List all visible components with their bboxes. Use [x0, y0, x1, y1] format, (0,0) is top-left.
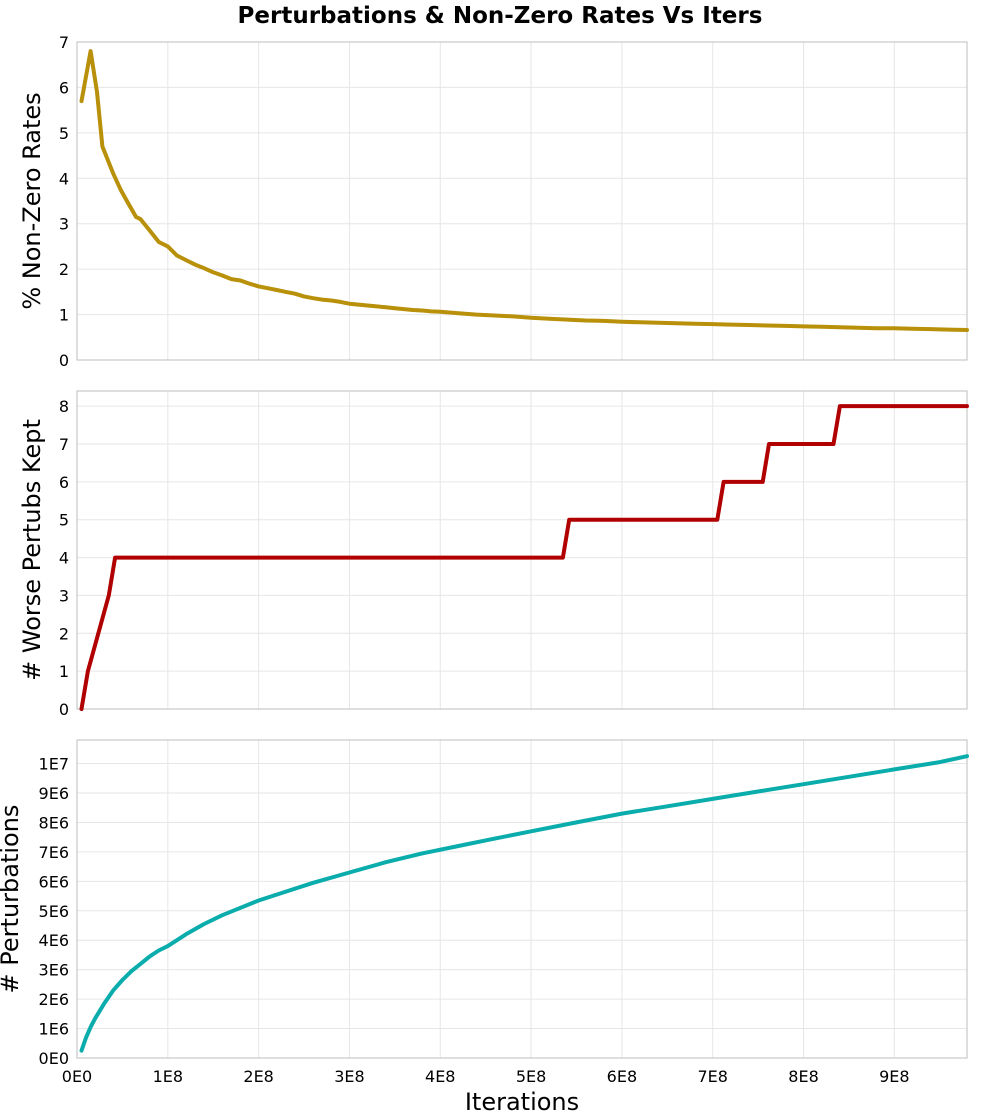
y-tick-label: 6	[59, 78, 69, 97]
y-axis-title: % Non-Zero Rates	[18, 92, 46, 309]
x-tick-label: 2E8	[243, 1067, 273, 1086]
plot-frame	[76, 739, 968, 1059]
y-tick-label: 0	[59, 351, 69, 370]
panel-1: 0 1 2 3 4 5 6 7 % Non-Zero Rates	[18, 33, 969, 370]
y-tick-label: 5	[59, 124, 69, 143]
y-axis-title: # Perturbations	[0, 805, 24, 994]
y-tick-label: 3E6	[39, 961, 69, 980]
x-axis-title: Iterations	[465, 1088, 579, 1116]
y-tick-label: 5E6	[39, 902, 69, 921]
y-tick-label: 1E7	[39, 755, 69, 774]
x-tick-label: 7E8	[697, 1067, 727, 1086]
x-tick-label: 1E8	[153, 1067, 183, 1086]
y-tick-label: 8	[59, 397, 69, 416]
y-tick-label: 1	[59, 662, 69, 681]
y-tick-label: 0	[59, 700, 69, 719]
y-tick-label: 7	[59, 33, 69, 52]
y-tick-label: 2	[59, 260, 69, 279]
y-tick-label: 2E6	[39, 990, 69, 1009]
x-tick-label: 5E8	[516, 1067, 546, 1086]
x-tick-label: 3E8	[334, 1067, 364, 1086]
y-tick-label: 5	[59, 511, 69, 530]
plot-frame	[76, 41, 968, 361]
y-tick-label: 3	[59, 215, 69, 234]
y-tick-label: 7E6	[39, 843, 69, 862]
plot-frame	[76, 390, 968, 710]
y-tick-label: 3	[59, 586, 69, 605]
series-line	[79, 49, 969, 332]
y-tick-label: 7	[59, 435, 69, 454]
x-tick-label: 0E0	[62, 1067, 92, 1086]
x-tick-label: 4E8	[425, 1067, 455, 1086]
y-tick-label: 2	[59, 624, 69, 643]
panel-3: 0E0 1E6 2E6 3E6 4E6 5E6 6E6 7E6 8E6 9E6 1E7 # Pertu…	[0, 739, 969, 1116]
x-tick-label: 6E8	[607, 1067, 637, 1086]
x-tick-label: 9E8	[879, 1067, 909, 1086]
y-axis-title: # Worse Pertubs Kept	[18, 419, 46, 681]
y-tick-label: 6E6	[39, 872, 69, 891]
y-tick-label: 4	[59, 549, 69, 568]
y-tick-label: 9E6	[39, 784, 69, 803]
series-line	[79, 404, 969, 711]
y-tick-label: 1E6	[39, 1020, 69, 1039]
y-tick-label: 4E6	[39, 931, 69, 950]
y-tick-label: 4	[59, 169, 69, 188]
y-tick-label: 6	[59, 473, 69, 492]
chart-title: Perturbations & Non-Zero Rates Vs Iters	[238, 3, 763, 29]
y-tick-label: 1	[59, 306, 69, 325]
y-tick-label: 8E6	[39, 813, 69, 832]
x-tick-label: 8E8	[788, 1067, 818, 1086]
panel-2: 0 1 2 3 4 5 6 7 8 # Worse Pertubs Kept	[18, 390, 969, 719]
series-line	[79, 754, 969, 1053]
y-tick-label: 0E0	[39, 1049, 69, 1068]
